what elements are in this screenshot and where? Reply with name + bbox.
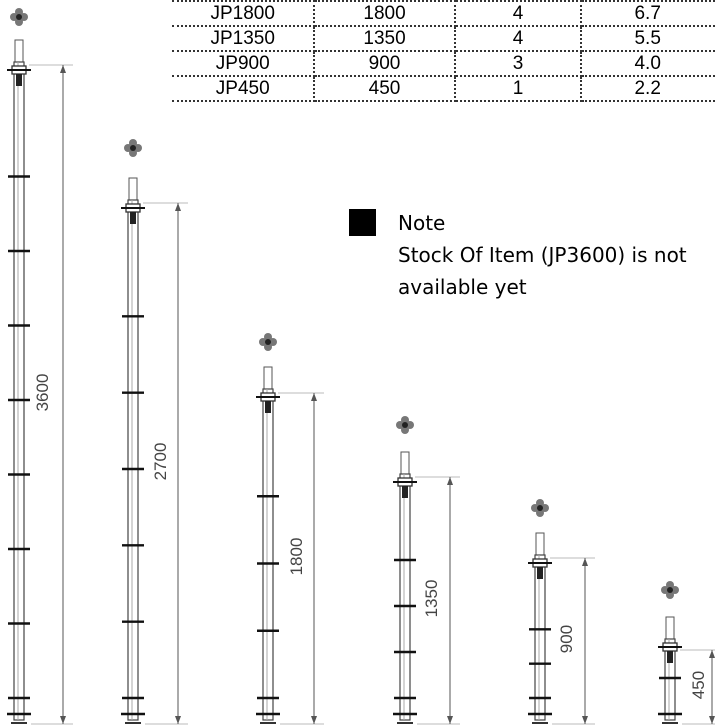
nut-clip: [667, 651, 673, 663]
pin-center-icon: [402, 422, 408, 428]
dimension-label: 3600: [33, 374, 52, 412]
nut-clip: [265, 401, 271, 413]
table-cell: 4: [454, 0, 583, 27]
spec-table-body: JP1800 1800 4 6.7 JP1350 1350 4 5.5 JP900 900 3 4.0…: [172, 0, 715, 102]
pin-lobe: [406, 421, 414, 429]
main-tube: [13, 61, 25, 721]
table-cell: 2.2: [581, 76, 715, 102]
table-cell: JP450: [172, 76, 316, 102]
pin-center-icon: [537, 505, 543, 511]
pin-lobe: [666, 581, 674, 589]
note-bullet-icon: [349, 209, 376, 236]
table-cell: 5.5: [581, 26, 715, 52]
dimension-arrow-bottom: [447, 716, 453, 724]
dimension-arrow-top: [709, 650, 715, 658]
dimension-arrow-bottom: [175, 716, 181, 724]
main-tube: [399, 473, 411, 721]
pin-center-icon: [667, 587, 673, 593]
pin-lobe: [536, 509, 544, 517]
dimension-arrow-bottom: [709, 716, 715, 724]
dimension-arrow-top: [311, 393, 317, 401]
dimension-arrow-bottom: [311, 716, 317, 724]
dimension-arrow-top: [175, 203, 181, 211]
pin-lobe: [401, 416, 409, 424]
pin-lobe: [269, 338, 277, 346]
spec-table-wrapper: JP1800 1800 4 6.7 JP1350 1350 4 5.5 JP900 900 3 4.0…: [0, 0, 715, 150]
table-row: JP1800 1800 4 6.7: [172, 0, 715, 27]
main-tube: [127, 199, 139, 721]
dimension-arrow-bottom: [582, 716, 588, 724]
main-tube: [664, 638, 676, 721]
pin-center-icon: [16, 14, 22, 20]
note-title: Note: [398, 211, 446, 235]
pin-center-icon: [265, 339, 271, 345]
dimension-label: 450: [689, 671, 708, 699]
table-cell: 6.7: [581, 0, 715, 27]
table-cell: JP1350: [172, 26, 316, 52]
table-cell: 1800: [314, 0, 456, 27]
dimension-label: 1800: [287, 538, 306, 576]
pin-lobe: [264, 343, 272, 351]
pin-lobe: [536, 499, 544, 507]
note-text-block: Note Stock Of Item (JP3600) is not avail…: [398, 207, 715, 303]
table-row: JP1350 1350 4 5.5: [172, 26, 715, 52]
main-tube: [534, 554, 546, 721]
spec-table: JP1800 1800 4 6.7 JP1350 1350 4 5.5 JP900 900 3 4.0…: [172, 0, 715, 102]
pin-lobe: [401, 426, 409, 434]
table-cell: 4.0: [581, 51, 715, 77]
nut-clip: [402, 486, 408, 498]
dimension-arrow-top: [582, 558, 588, 566]
pin-lobe: [10, 13, 18, 21]
nut-clip: [130, 212, 136, 224]
pin-lobe: [15, 18, 23, 26]
table-cell: 3: [454, 51, 583, 77]
pin-lobe: [531, 504, 539, 512]
table-row: JP450 450 1 2.2: [172, 76, 715, 102]
table-cell: 1: [454, 76, 583, 102]
pin-lobe: [20, 13, 28, 21]
table-cell: 450: [314, 76, 456, 102]
table-cell: 900: [314, 51, 456, 77]
pin-lobe: [541, 504, 549, 512]
pin-lobe: [671, 586, 679, 594]
dimension-arrow-bottom: [60, 716, 66, 724]
pin-center-icon: [130, 145, 136, 151]
note-message: Stock Of Item (JP3600) is not available …: [398, 243, 687, 299]
pin-lobe: [15, 8, 23, 16]
table-cell: 4: [454, 26, 583, 52]
pin-lobe: [661, 586, 669, 594]
pin-lobe: [666, 591, 674, 599]
nut-clip: [16, 74, 22, 86]
dimension-arrow-top: [60, 65, 66, 73]
pin-lobe: [259, 338, 267, 346]
main-tube: [262, 388, 274, 721]
pin-lobe: [396, 421, 404, 429]
pin-lobe: [124, 144, 132, 152]
dimension-label: 1350: [422, 580, 441, 618]
pin-lobe: [264, 333, 272, 341]
table-cell: JP1800: [172, 0, 316, 27]
table-cell: 1350: [314, 26, 456, 52]
pin-lobe: [134, 144, 142, 152]
dimension-label: 900: [557, 625, 576, 653]
dimension-label: 2700: [151, 443, 170, 481]
table-row: JP900 900 3 4.0: [172, 51, 715, 77]
pin-lobe: [129, 139, 137, 147]
table-cell: JP900: [172, 51, 316, 77]
nut-clip: [537, 567, 543, 579]
dimension-arrow-top: [447, 477, 453, 485]
pin-lobe: [129, 149, 137, 157]
